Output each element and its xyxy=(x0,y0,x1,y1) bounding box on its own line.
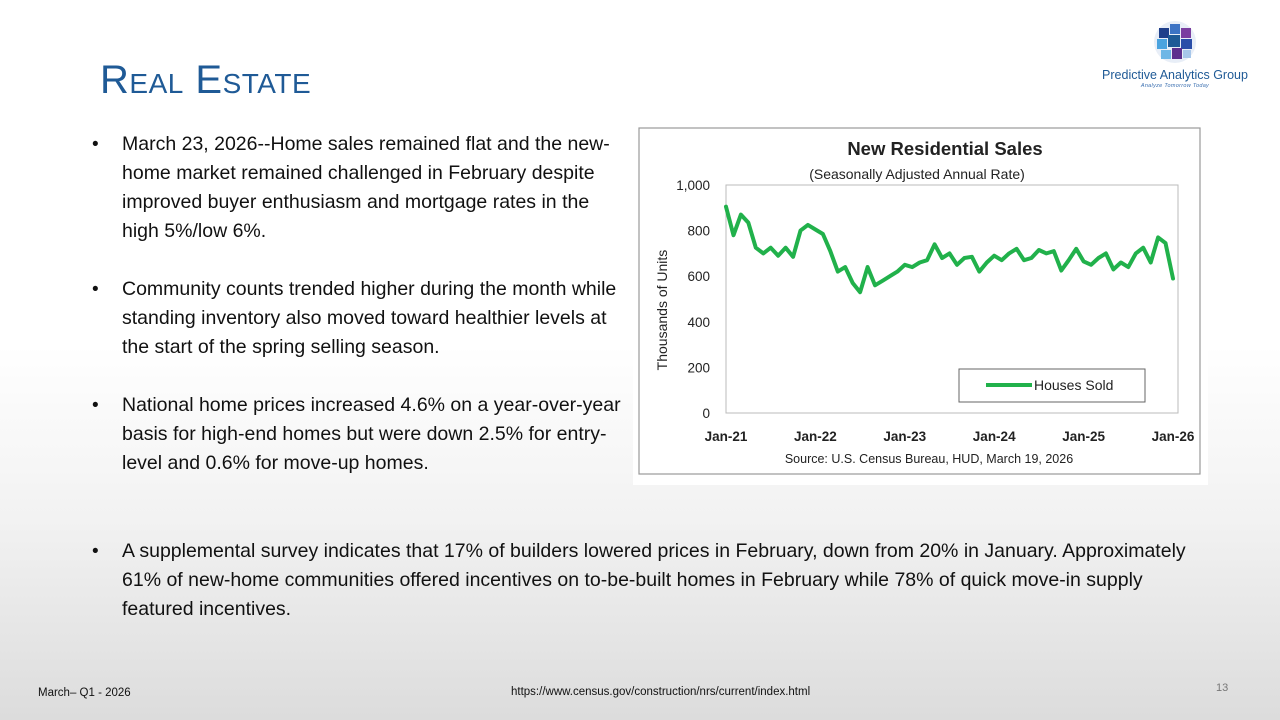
chart-legend: Houses Sold xyxy=(958,368,1146,403)
footer-source-url[interactable]: https://www.census.gov/construction/nrs/… xyxy=(511,686,811,698)
bullet-item: National home prices increased 4.6% on a… xyxy=(90,391,630,478)
sales-chart: New Residential Sales (Seasonally Adjust… xyxy=(633,122,1208,485)
bottom-bullet-list: A supplemental survey indicates that 17%… xyxy=(90,537,1210,624)
page-number: 13 xyxy=(1216,682,1229,694)
chart-title: New Residential Sales xyxy=(847,138,1042,159)
legend-label: Houses Sold xyxy=(1034,377,1113,393)
footer-date: March– Q1 - 2026 xyxy=(38,687,131,699)
chart-subtitle: (Seasonally Adjusted Annual Rate) xyxy=(809,166,1025,182)
chart-source: Source: U.S. Census Bureau, HUD, March 1… xyxy=(785,452,1073,466)
y-tick-label: 0 xyxy=(702,406,710,421)
houses-sold-line xyxy=(724,204,1175,295)
x-tick-label: Jan-21 xyxy=(705,429,748,444)
bullet-item: March 23, 2026--Home sales remained flat… xyxy=(90,130,630,246)
y-tick-label: 400 xyxy=(687,315,710,330)
sales-chart-svg: New Residential Sales (Seasonally Adjust… xyxy=(638,127,1201,475)
bullet-item: A supplemental survey indicates that 17%… xyxy=(90,537,1210,624)
slide-title: Real Estate xyxy=(100,58,312,102)
y-tick-label: 200 xyxy=(687,360,710,375)
plot-area xyxy=(725,184,1179,414)
company-logo: Predictive Analytics Group Analyze Tomor… xyxy=(1095,18,1255,98)
x-tick-label: Jan-25 xyxy=(1062,429,1105,444)
x-tick-label: Jan-24 xyxy=(973,429,1016,444)
y-tick-label: 1,000 xyxy=(676,178,710,193)
logo-tagline: Analyze Tomorrow Today xyxy=(1140,83,1210,89)
chart-frame xyxy=(638,127,1201,475)
puzzle-globe-icon xyxy=(1154,21,1196,63)
x-tick-label: Jan-23 xyxy=(883,429,926,444)
y-tick-label: 800 xyxy=(687,224,710,239)
x-tick-label: Jan-26 xyxy=(1152,429,1195,444)
logo-company-name: Predictive Analytics Group xyxy=(1102,68,1248,82)
bullet-item: Community counts trended higher during t… xyxy=(90,275,630,362)
y-tick-label: 600 xyxy=(687,269,710,284)
x-tick-label: Jan-22 xyxy=(794,429,837,444)
y-axis-label: Thousands of Units xyxy=(654,250,670,371)
bullet-list: March 23, 2026--Home sales remained flat… xyxy=(90,130,630,507)
